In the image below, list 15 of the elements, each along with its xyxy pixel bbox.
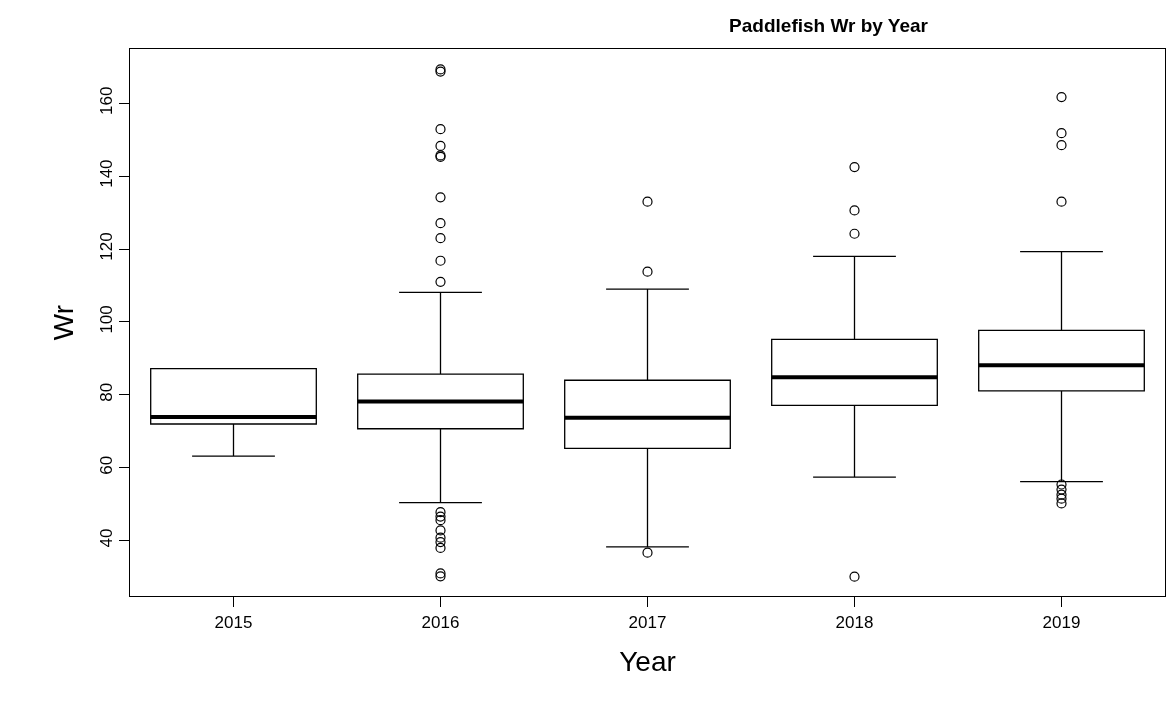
- x-tick-label: 2017: [628, 612, 667, 632]
- x-tick-label: 2019: [1042, 612, 1081, 632]
- y-tick-label: 140: [97, 159, 117, 188]
- y-tick-label: 40: [97, 528, 117, 548]
- x-tick-label: 2015: [214, 612, 253, 632]
- x-tick-label: 2016: [421, 612, 460, 632]
- x-tick-label: 2018: [835, 612, 874, 632]
- chart-title: Paddlefish Wr by Year: [729, 14, 929, 36]
- y-tick-label: 160: [97, 86, 117, 115]
- y-axis-title: Wr: [47, 304, 79, 341]
- y-tick-label: 60: [97, 455, 117, 475]
- x-axis-title: Year: [619, 645, 676, 677]
- y-tick-label: 80: [97, 382, 117, 402]
- y-tick-label: 100: [97, 305, 117, 334]
- y-tick-label: 120: [97, 232, 117, 261]
